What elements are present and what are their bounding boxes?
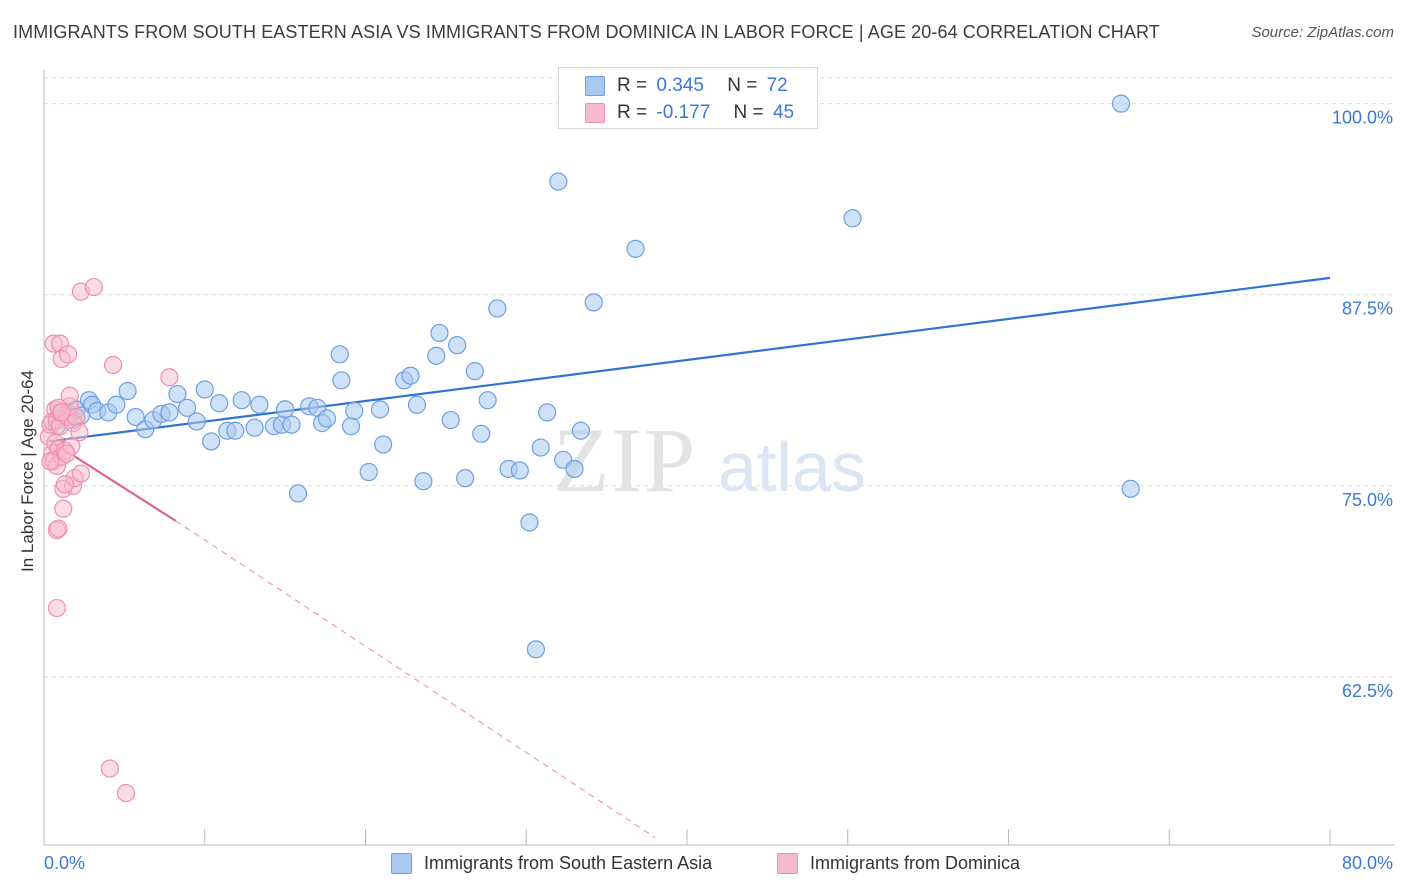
series1-point — [565, 459, 584, 479]
r-label: R = — [617, 102, 648, 123]
series2-point — [41, 452, 60, 471]
series1-point — [465, 362, 484, 381]
series1-point — [843, 209, 862, 228]
series1-point — [160, 403, 179, 422]
series1-point — [345, 401, 364, 420]
series1-point — [370, 400, 390, 419]
series1-point — [448, 336, 467, 355]
series1-point — [330, 345, 349, 364]
series1-point — [531, 438, 550, 457]
series2-point — [70, 423, 89, 442]
series1-point — [549, 172, 568, 191]
series1-point — [478, 391, 497, 410]
series1-point — [414, 472, 433, 491]
series1-point — [441, 410, 460, 430]
n-label: N = — [733, 102, 764, 123]
series1-point — [332, 371, 351, 390]
source-label: Source: ZipAtlas.com — [1251, 24, 1394, 41]
series2-point — [47, 598, 66, 618]
series1-swatch — [585, 76, 605, 96]
chart-title: IMMIGRANTS FROM SOUTH EASTERN ASIA VS IM… — [13, 22, 1160, 42]
series1-point — [177, 398, 197, 417]
series1-point — [427, 346, 446, 365]
stats-legend: R = 0.345 N = 72 R = -0.177 N = 45 — [558, 67, 818, 129]
series2-point — [84, 277, 103, 297]
series1-point — [245, 418, 264, 437]
watermark-atlas: atlas — [718, 428, 866, 506]
series1-point — [288, 484, 308, 503]
n-label: N = — [727, 75, 758, 96]
series1-point — [626, 239, 645, 258]
series2-point — [60, 386, 79, 405]
y-axis-label: In Labor Force | Age 20-64 — [18, 370, 37, 572]
series2-trend-extension — [175, 520, 656, 838]
series1-point — [195, 380, 214, 399]
series2-point — [54, 499, 73, 518]
series2-point — [52, 403, 71, 422]
data-points — [39, 94, 1140, 803]
series2-n-value: 45 — [772, 102, 795, 123]
trend-lines — [48, 276, 1331, 838]
series1-point — [276, 400, 295, 419]
series1-point — [282, 415, 301, 434]
series1-point — [584, 293, 603, 312]
series2-point — [160, 368, 179, 387]
series1-point — [488, 299, 507, 318]
y-tick-label: 100.0% — [1332, 108, 1393, 128]
series2-point — [55, 475, 74, 494]
series1-point — [526, 640, 545, 659]
series2-r-value: -0.177 — [656, 102, 711, 123]
x-tick-label: 80.0% — [1342, 853, 1393, 873]
series1-point — [401, 366, 420, 385]
series1-legend-swatch — [391, 853, 412, 874]
series1-point — [1111, 94, 1131, 113]
series2-point — [59, 345, 78, 364]
series1-point — [232, 391, 251, 410]
series1-point — [520, 513, 539, 532]
series1-point — [571, 421, 591, 440]
series1-point — [187, 412, 206, 431]
x-tick-label: 0.0% — [44, 853, 85, 873]
series1-point — [168, 384, 187, 404]
series2-legend-swatch — [777, 853, 798, 874]
series1-point — [538, 403, 557, 422]
series1-point — [359, 462, 378, 482]
series1-point — [226, 421, 245, 440]
series1-point — [374, 435, 393, 454]
series1-point — [407, 395, 427, 414]
series1-point — [341, 417, 361, 436]
series2-swatch — [585, 103, 605, 123]
y-tick-label: 62.5% — [1342, 681, 1393, 701]
series1-point — [456, 469, 475, 488]
series2-legend-label: Immigrants from Dominica — [810, 853, 1021, 873]
watermark: ZIP atlas — [553, 409, 866, 511]
y-tick-label: 87.5% — [1342, 299, 1393, 319]
series1-point — [472, 424, 491, 443]
y-tick-label: 75.0% — [1342, 490, 1393, 510]
series2-point — [104, 355, 123, 375]
series2-point — [116, 783, 136, 803]
series1-legend-label: Immigrants from South Eastern Asia — [424, 853, 713, 873]
series2-point — [49, 519, 68, 538]
series1-point — [430, 323, 449, 343]
series2-point — [71, 464, 91, 483]
series1-point — [250, 395, 269, 414]
series1-point — [317, 409, 337, 428]
series1-n-value: 72 — [766, 75, 788, 96]
series1-point — [126, 407, 145, 427]
series1-point — [1121, 479, 1140, 498]
series1-trend-line — [48, 276, 1331, 443]
series2-point — [57, 444, 76, 463]
series1-point — [202, 432, 221, 451]
series2-point — [100, 759, 120, 778]
series1-point — [210, 394, 229, 413]
tick-labels: 62.5% 75.0% 87.5% 100.0% 0.0% 80.0% — [44, 108, 1393, 873]
r-label: R = — [617, 75, 648, 96]
grid-lines — [44, 77, 1395, 678]
series1-point — [118, 381, 137, 401]
series1-point — [107, 395, 126, 414]
series1-r-value: 0.345 — [656, 75, 704, 96]
series1-point — [510, 461, 529, 480]
